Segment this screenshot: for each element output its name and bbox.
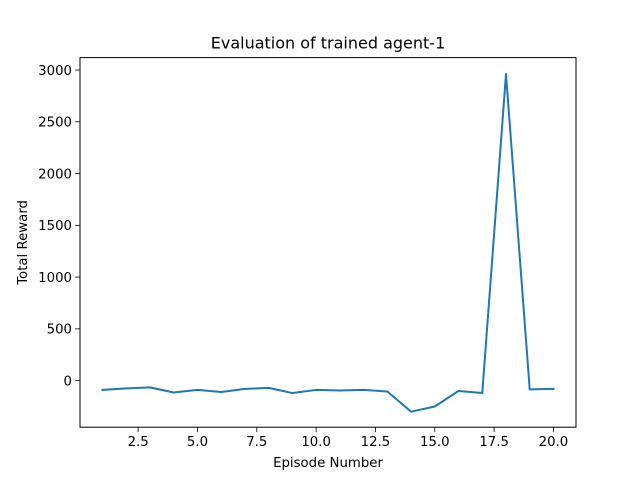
data-point [196,388,199,391]
y-tick-label: 3000 [38,64,72,79]
data-point [172,391,175,394]
y-axis-label: Total Reward [16,200,31,286]
data-point [149,386,152,389]
y-axis-ticks: 0 500 1000 1500 2000 2500 3000 [38,64,80,389]
x-tick-label: 12.5 [361,435,391,450]
x-axis-label: Episode Number [273,456,383,471]
series-layer [101,73,555,413]
data-point [504,73,507,76]
data-point [291,392,294,395]
x-tick-label: 7.5 [246,435,267,450]
plot-area: 2.5 5.0 7.5 10.0 12.5 15.0 17.5 20.0 0 500 1000 15… [38,57,577,450]
data-point [410,410,413,413]
data-point [433,405,436,408]
y-tick-label: 0 [64,374,72,389]
x-tick-label: 15.0 [420,435,450,450]
x-tick-label: 5.0 [187,435,208,450]
data-point [552,387,555,390]
y-tick-label: 2000 [38,167,72,182]
x-tick-label: 2.5 [128,435,149,450]
data-point [243,387,246,390]
x-tick-label: 20.0 [539,435,569,450]
data-point [386,390,389,393]
series-line [101,73,555,413]
data-point [338,389,341,392]
y-tick-label: 500 [47,323,72,338]
data-point [457,389,460,392]
data-point [220,391,223,393]
x-axis-ticks: 2.5 5.0 7.5 10.0 12.5 15.0 17.5 20.0 [128,427,569,450]
data-point [362,388,365,391]
y-tick-label: 1000 [38,271,72,286]
data-point [267,386,270,389]
data-point [315,388,318,391]
chart-title: Evaluation of trained agent-1 [211,34,446,53]
y-tick-label: 2500 [38,116,72,131]
data-point [101,388,104,391]
data-point [125,387,128,390]
data-point [481,392,484,395]
y-tick-label: 1500 [38,219,72,234]
x-tick-label: 17.5 [479,435,509,450]
axes-frame [79,57,577,428]
x-tick-label: 10.0 [301,435,331,450]
data-point [528,388,531,391]
